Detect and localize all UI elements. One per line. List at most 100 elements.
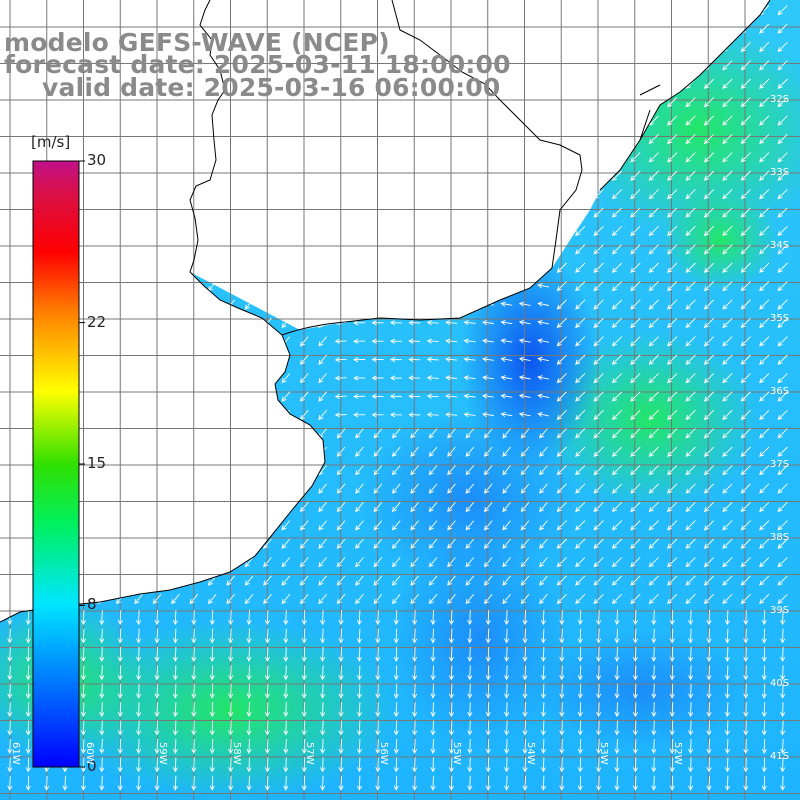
wind-arrow bbox=[117, 775, 123, 791]
wind-arrow bbox=[593, 575, 604, 586]
wind-arrow bbox=[375, 720, 381, 736]
wind-arrow bbox=[520, 520, 530, 531]
wind-arrow bbox=[596, 683, 602, 699]
wind-arrow bbox=[209, 775, 215, 791]
wind-arrow bbox=[209, 702, 215, 718]
wind-arrow bbox=[355, 538, 364, 549]
wind-arrow bbox=[154, 775, 160, 791]
wind-arrow bbox=[484, 538, 493, 549]
wind-arrow bbox=[611, 244, 623, 255]
wind-arrow bbox=[485, 757, 491, 773]
wind-arrow bbox=[264, 738, 270, 754]
wind-arrow bbox=[117, 702, 123, 718]
wind-arrow bbox=[318, 336, 327, 347]
wind-arrow bbox=[780, 720, 786, 736]
wind-arrow bbox=[300, 575, 309, 586]
wind-arrow bbox=[283, 775, 289, 791]
wind-arrow bbox=[575, 409, 586, 421]
wind-arrow bbox=[575, 281, 586, 292]
wind-arrow bbox=[540, 775, 546, 791]
wind-arrow bbox=[706, 757, 712, 773]
wind-arrow bbox=[412, 665, 418, 681]
wind-arrow bbox=[136, 757, 142, 773]
lon-label: 55W bbox=[451, 742, 462, 765]
wind-arrow bbox=[465, 575, 475, 586]
wind-arrow bbox=[703, 575, 715, 586]
wind-arrow bbox=[759, 428, 770, 439]
wind-arrow bbox=[611, 428, 623, 439]
wind-arrow bbox=[209, 757, 215, 773]
wind-arrow bbox=[136, 665, 142, 681]
wind-arrow bbox=[575, 501, 586, 513]
wind-arrow bbox=[448, 720, 454, 736]
wind-arrow bbox=[759, 538, 770, 549]
wind-arrow bbox=[722, 354, 733, 365]
wind-arrow bbox=[667, 170, 678, 181]
wind-arrow bbox=[283, 610, 289, 626]
wind-arrow bbox=[667, 133, 678, 145]
wind-arrow bbox=[575, 428, 586, 439]
wind-arrow bbox=[740, 336, 751, 347]
wind-arrow bbox=[724, 628, 730, 644]
wind-arrow bbox=[412, 628, 418, 644]
wind-arrow bbox=[667, 446, 678, 457]
wind-arrow bbox=[740, 60, 751, 71]
wind-arrow bbox=[703, 557, 715, 568]
wind-arrow bbox=[575, 391, 586, 402]
wind-arrow bbox=[228, 738, 234, 754]
wind-arrow bbox=[154, 683, 160, 699]
wind-arrow bbox=[412, 702, 418, 718]
wind-arrow bbox=[669, 610, 675, 626]
wind-arrow bbox=[408, 412, 421, 418]
wind-arrow bbox=[283, 720, 289, 736]
wind-arrow bbox=[669, 665, 675, 681]
wind-arrow bbox=[80, 757, 86, 773]
wind-arrow bbox=[522, 738, 528, 754]
wind-arrow bbox=[669, 775, 675, 791]
wind-arrow bbox=[685, 409, 696, 421]
wind-arrow bbox=[575, 575, 586, 586]
wind-arrow bbox=[740, 133, 751, 145]
wind-arrow bbox=[740, 557, 751, 568]
wind-arrow bbox=[465, 593, 475, 605]
wind-arrow bbox=[559, 628, 565, 644]
wind-arrow bbox=[539, 483, 548, 494]
wind-arrow bbox=[596, 610, 602, 626]
wind-arrow bbox=[467, 702, 473, 718]
wind-arrow bbox=[373, 575, 383, 586]
wind-arrow bbox=[722, 115, 733, 126]
wind-arrow bbox=[334, 357, 347, 363]
wind-arrow bbox=[575, 354, 586, 365]
wind-arrow bbox=[593, 373, 604, 384]
wind-arrow bbox=[651, 775, 657, 791]
wind-arrow bbox=[577, 738, 583, 754]
wind-arrow bbox=[375, 757, 381, 773]
wind-arrow bbox=[244, 557, 254, 568]
wind-arrow bbox=[611, 281, 623, 292]
wind-arrow bbox=[667, 244, 678, 255]
wind-arrow bbox=[759, 409, 770, 421]
wind-arrow bbox=[685, 152, 696, 163]
wind-arrow bbox=[336, 520, 346, 531]
wind-arrow bbox=[740, 428, 751, 439]
wind-arrow bbox=[722, 281, 733, 292]
wind-arrow bbox=[408, 375, 421, 381]
wind-arrow bbox=[99, 720, 105, 736]
wind-arrow bbox=[740, 78, 751, 89]
wind-arrow bbox=[559, 683, 565, 699]
wind-arrow bbox=[630, 501, 641, 513]
wind-arrow bbox=[465, 428, 475, 439]
lon-label: 59W bbox=[157, 742, 168, 765]
wind-arrow bbox=[244, 575, 254, 586]
wind-arrow bbox=[688, 610, 694, 626]
wind-arrow bbox=[575, 538, 586, 549]
wind-arrow bbox=[593, 520, 604, 531]
wind-arrow bbox=[152, 593, 162, 605]
wind-arrow bbox=[667, 262, 678, 273]
wind-arrow bbox=[740, 391, 751, 402]
wind-arrow bbox=[392, 428, 401, 439]
wind-arrow bbox=[577, 628, 583, 644]
wind-arrow bbox=[611, 446, 623, 457]
wind-arrow bbox=[373, 465, 383, 476]
wind-arrow bbox=[191, 702, 197, 718]
